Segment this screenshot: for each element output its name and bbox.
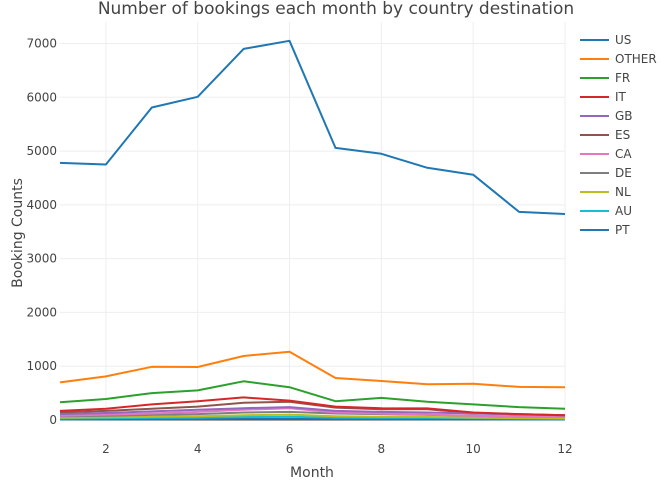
- legend-label-fr: FR: [615, 71, 630, 85]
- y-tick-label: 0: [49, 413, 57, 427]
- legend-label-it: IT: [615, 90, 627, 104]
- y-tick-label: 4000: [26, 198, 57, 212]
- x-tick-label: 2: [102, 442, 110, 456]
- series-line-pt: [59, 417, 565, 421]
- y-tick-label: 7000: [26, 37, 57, 51]
- series-line-ca: [59, 407, 566, 418]
- series-line-us: [59, 39, 566, 215]
- legend: US OTHER FR IT GB ES CA DE NL AU PT: [580, 33, 657, 237]
- series-line-it: [59, 396, 566, 417]
- x-axis-ticks: 2 4 6 8 10 12: [102, 442, 573, 456]
- series-line-fr: [59, 380, 566, 410]
- legend-label-other: OTHER: [615, 52, 657, 66]
- legend-label-es: ES: [615, 128, 630, 142]
- y-tick-label: 3000: [26, 252, 57, 266]
- y-tick-label: 2000: [26, 305, 57, 319]
- x-tick-label: 4: [194, 442, 202, 456]
- legend-label-pt: PT: [615, 223, 630, 237]
- legend-label-us: US: [615, 33, 631, 47]
- y-tick-label: 5000: [26, 144, 57, 158]
- gridlines: [60, 22, 566, 421]
- y-axis-title: Booking Counts: [10, 178, 26, 288]
- x-tick-label: 8: [378, 442, 386, 456]
- legend-label-de: DE: [615, 166, 632, 180]
- x-tick-label: 10: [466, 442, 481, 456]
- series-line-other: [59, 350, 566, 389]
- x-tick-label: 12: [557, 442, 572, 456]
- legend-label-ca: CA: [615, 147, 632, 161]
- legend-label-au: AU: [615, 204, 632, 218]
- y-axis-ticks: 0 1000 2000 3000 4000 5000 6000 7000: [26, 37, 57, 427]
- chart-title: Number of bookings each month by country…: [98, 0, 574, 19]
- legend-label-gb: GB: [615, 109, 633, 123]
- y-tick-label: 6000: [26, 90, 57, 104]
- series-line-nl: [59, 413, 566, 420]
- y-tick-label: 1000: [26, 359, 57, 373]
- plot-area: [59, 39, 566, 421]
- x-axis-title: Month: [290, 465, 334, 480]
- legend-label-nl: NL: [615, 185, 631, 199]
- x-tick-label: 6: [286, 442, 294, 456]
